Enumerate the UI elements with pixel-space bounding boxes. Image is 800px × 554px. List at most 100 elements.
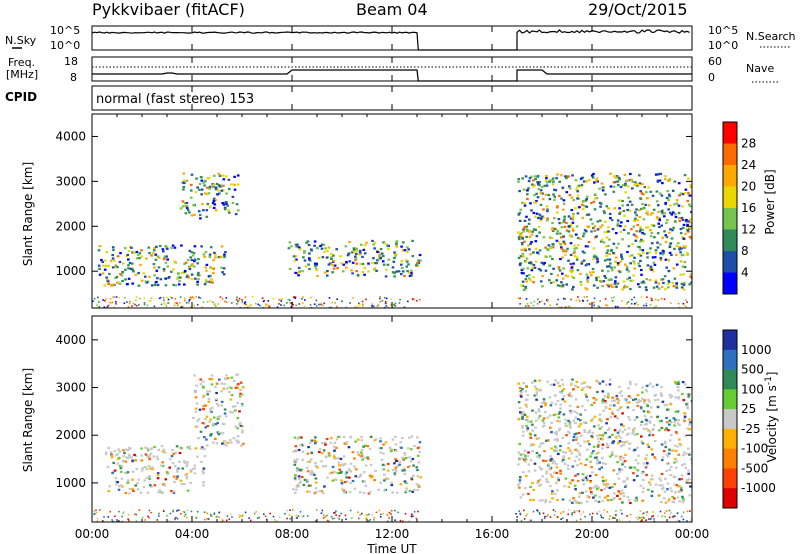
echo-cell (596, 451, 600, 454)
echo-cell (555, 279, 559, 282)
y-tick-label: 4000 (55, 129, 86, 143)
echo-cell (193, 213, 196, 216)
echo-cell (231, 516, 233, 518)
echo-cell (114, 265, 118, 268)
echo-cell (632, 430, 635, 433)
echo-cell (394, 302, 397, 305)
echo-cell (647, 445, 651, 449)
echo-cell (302, 483, 306, 487)
echo-cell (160, 303, 163, 306)
echo-cell (584, 463, 587, 467)
echo-cell (103, 284, 106, 287)
echo-cell (378, 509, 381, 512)
echo-cell (123, 247, 127, 250)
echo-cell (643, 423, 647, 426)
echo-cell (600, 466, 604, 469)
echo-cell (403, 453, 407, 456)
echo-cell (555, 433, 558, 436)
echo-cell (521, 201, 524, 204)
echo-cell (681, 515, 684, 518)
echo-cell (287, 247, 291, 250)
echo-cell (341, 488, 344, 491)
echo-cell (651, 212, 654, 215)
echo-cell (371, 239, 374, 242)
echo-cell (394, 443, 398, 446)
echo-cell (210, 374, 214, 377)
echo-cell (650, 448, 653, 451)
echo-cell (203, 436, 206, 439)
echo-cell (584, 490, 588, 493)
beam-label: Beam 04 (356, 0, 428, 19)
echo-cell (172, 283, 175, 286)
echo-cell (565, 283, 568, 286)
echo-cell (303, 305, 306, 307)
echo-cell (683, 417, 686, 420)
echo-cell (575, 256, 579, 259)
echo-cell (146, 455, 149, 458)
echo-cell (286, 517, 288, 520)
echo-cell (388, 517, 390, 519)
echo-cell (568, 499, 572, 502)
echo-cell (523, 240, 526, 243)
echo-cell (669, 473, 672, 477)
echo-cell (596, 228, 600, 231)
echo-cell (662, 450, 666, 453)
echo-cell (611, 442, 615, 445)
echo-cell (534, 426, 537, 429)
echo-cell (315, 269, 318, 272)
echo-cell (679, 192, 683, 195)
echo-cell (345, 471, 349, 474)
echo-cell (543, 450, 546, 453)
echo-cell (408, 520, 411, 522)
echo-cell (137, 253, 140, 256)
echo-cell (653, 306, 656, 308)
echo-cell (366, 514, 369, 516)
echo-cell (581, 479, 585, 482)
echo-cell (663, 490, 667, 493)
echo-cell (229, 410, 232, 414)
echo-cell (185, 201, 189, 205)
echo-cell (163, 510, 165, 512)
echo-cell (109, 298, 112, 300)
echo-cell (395, 245, 398, 248)
echo-cell (296, 458, 299, 461)
echo-cell (538, 184, 541, 187)
echo-cell (214, 186, 218, 189)
echo-cell (640, 192, 644, 195)
echo-cell (523, 288, 526, 291)
echo-cell (631, 187, 634, 190)
echo-cell (340, 483, 344, 486)
echo-cell (325, 274, 329, 277)
echo-cell (527, 463, 531, 466)
echo-cell (544, 269, 548, 272)
echo-cell (302, 296, 304, 298)
echo-cell (374, 469, 377, 472)
echo-cell (107, 282, 111, 285)
echo-cell (121, 520, 124, 522)
echo-cell (518, 510, 520, 512)
echo-cell (143, 302, 146, 304)
echo-cell (337, 457, 340, 460)
echo-cell (201, 385, 205, 388)
echo-cell (567, 230, 571, 233)
echo-cell (530, 519, 532, 522)
echo-cell (380, 458, 384, 461)
echo-cell (668, 509, 671, 512)
echo-cell (333, 517, 336, 520)
echo-cell (98, 273, 102, 276)
echo-cell (595, 279, 598, 282)
echo-cell (659, 252, 662, 255)
echo-cell (186, 509, 189, 512)
echo-cell (677, 453, 681, 456)
echo-cell (183, 483, 186, 486)
echo-cell (608, 378, 612, 381)
echo-cell (322, 449, 326, 452)
echo-cell (515, 513, 517, 515)
echo-cell (170, 455, 174, 458)
echo-cell (153, 484, 157, 487)
echo-cell (689, 221, 692, 224)
echo-cell (593, 401, 596, 404)
echo-cell (126, 471, 130, 474)
echo-cell (178, 460, 181, 463)
echo-cell (588, 179, 591, 182)
